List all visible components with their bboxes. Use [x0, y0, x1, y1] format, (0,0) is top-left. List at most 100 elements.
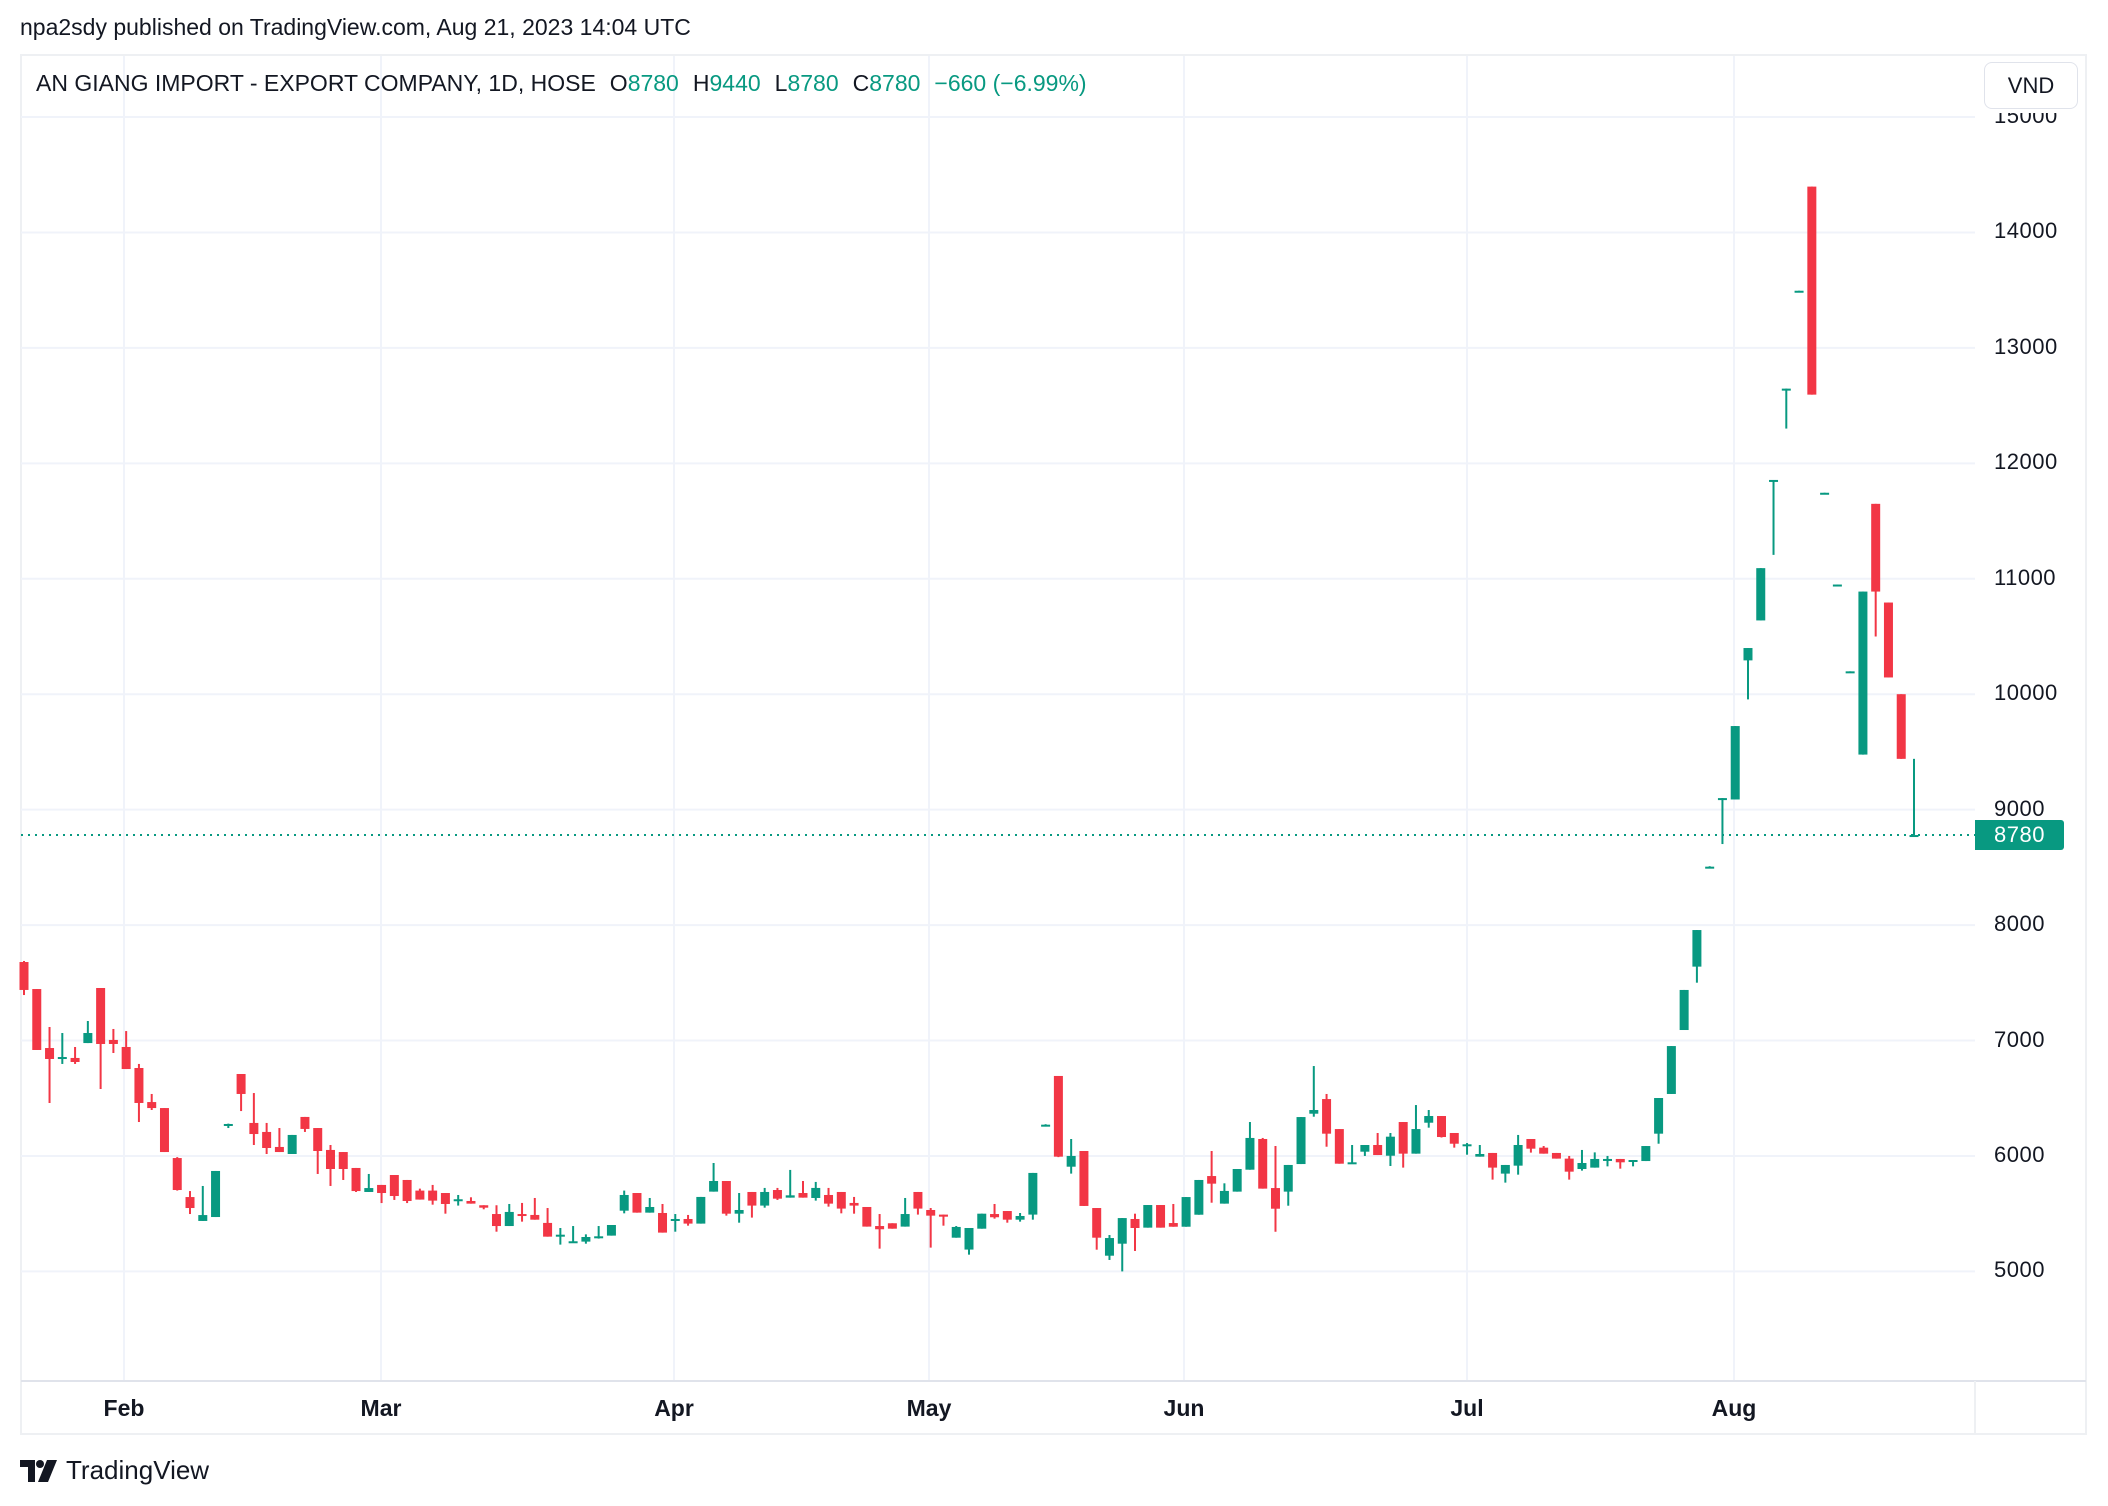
candle-down	[1079, 1150, 1089, 1206]
candle-down	[96, 987, 106, 1044]
candle-up	[1194, 1179, 1204, 1215]
price-tick-label: 9000	[1994, 795, 2045, 821]
candle-up	[1769, 479, 1779, 482]
candle-down	[159, 1108, 169, 1153]
candle-up	[1296, 1117, 1306, 1165]
candle-up	[1028, 1172, 1038, 1215]
candle-up	[1858, 591, 1868, 755]
candle-down	[798, 1193, 808, 1198]
candle-up	[670, 1218, 680, 1221]
candle-up	[1143, 1205, 1153, 1228]
candle-down	[172, 1158, 182, 1191]
candle-down	[913, 1191, 923, 1209]
candle-down	[747, 1191, 757, 1206]
tradingview-logo-icon	[20, 1459, 57, 1482]
candle-down	[249, 1122, 259, 1135]
candle-up	[645, 1206, 655, 1213]
candle-up	[504, 1211, 514, 1227]
candle-down	[185, 1197, 195, 1209]
grid-lines	[21, 56, 1975, 1380]
candle-up	[1692, 930, 1702, 967]
candle-down	[134, 1067, 144, 1103]
candle-down	[1258, 1138, 1268, 1189]
candle-down	[440, 1193, 450, 1204]
candle-up	[951, 1226, 961, 1238]
candle-down	[926, 1209, 936, 1216]
candle-up	[364, 1188, 374, 1192]
candle-down	[300, 1116, 310, 1129]
candle-up	[1411, 1129, 1421, 1154]
candle-up	[1041, 1124, 1051, 1127]
candle-down	[70, 1057, 80, 1062]
candle-up	[1066, 1155, 1076, 1167]
candle-up	[1513, 1144, 1523, 1166]
candle-down	[45, 1048, 55, 1059]
candle-up	[1219, 1190, 1229, 1204]
month-tick-label: Feb	[103, 1395, 145, 1421]
candle-down	[862, 1206, 872, 1227]
candle-down	[1053, 1075, 1063, 1157]
month-tick-label: Aug	[1711, 1395, 1757, 1421]
candle-up	[606, 1224, 616, 1236]
candle-down	[887, 1223, 897, 1229]
currency-button[interactable]: VND	[1984, 62, 2078, 109]
candle-down	[683, 1218, 693, 1224]
candle-down	[1449, 1132, 1459, 1144]
candle-down	[325, 1149, 335, 1170]
candle-up	[1641, 1146, 1651, 1162]
candle-up	[1820, 492, 1830, 495]
month-tick-label: Jul	[1450, 1395, 1484, 1421]
candle-down	[849, 1202, 859, 1206]
price-tick-label: 10000	[1994, 680, 2058, 706]
month-tick-label: Jun	[1163, 1395, 1205, 1421]
candle-up	[696, 1196, 706, 1224]
candle-up	[1628, 1160, 1638, 1163]
candle-up	[223, 1123, 233, 1126]
candle-up	[709, 1181, 719, 1192]
price-tick-label: 11000	[1994, 564, 2057, 590]
price-tick-label: 5000	[1994, 1257, 2045, 1283]
candle-up	[1794, 290, 1804, 293]
candle-down	[772, 1190, 782, 1199]
candle-down	[1270, 1188, 1280, 1209]
price-tick-label: 6000	[1994, 1141, 2045, 1167]
candle-up	[1309, 1110, 1319, 1114]
tradingview-wordmark: TradingView	[66, 1455, 210, 1485]
open-value: 8780	[627, 70, 679, 96]
candle-up	[1475, 1153, 1485, 1157]
candle-up	[57, 1057, 67, 1060]
candle-up	[1424, 1116, 1434, 1123]
candle-up	[977, 1213, 987, 1229]
candle-up	[83, 1033, 93, 1044]
candle-up	[734, 1209, 744, 1214]
candle-down	[1871, 503, 1881, 592]
candle-down	[466, 1200, 476, 1204]
candle-down	[938, 1214, 948, 1217]
candle-up	[1462, 1144, 1472, 1147]
candle-down	[721, 1181, 731, 1214]
month-tick-label: Apr	[654, 1395, 694, 1421]
candle-down	[147, 1102, 157, 1109]
candle-down	[492, 1214, 501, 1227]
candle-down	[389, 1175, 399, 1197]
high-label: H	[692, 70, 710, 96]
candle-down	[1373, 1144, 1383, 1156]
candle-up	[619, 1194, 629, 1211]
candle-down	[517, 1214, 527, 1217]
candle-down	[338, 1152, 348, 1170]
tradingview-branding[interactable]: TradingView	[20, 1455, 209, 1486]
candle-up	[900, 1214, 910, 1227]
candle-down	[1322, 1099, 1332, 1134]
candle-down	[632, 1193, 642, 1213]
symbol-title[interactable]: AN GIANG IMPORT - EXPORT COMPANY, 1D, HO…	[36, 70, 596, 96]
symbol-legend: AN GIANG IMPORT - EXPORT COMPANY, 1D, HO…	[36, 70, 1087, 97]
candle-up	[555, 1234, 565, 1237]
candle-down	[1539, 1147, 1549, 1154]
candle-up	[594, 1236, 604, 1239]
candle-up	[1500, 1164, 1510, 1174]
last-price-badge: 8780	[1975, 820, 2064, 851]
candle-down	[530, 1214, 540, 1220]
candle-up	[1181, 1197, 1191, 1227]
candle-up	[453, 1199, 463, 1202]
